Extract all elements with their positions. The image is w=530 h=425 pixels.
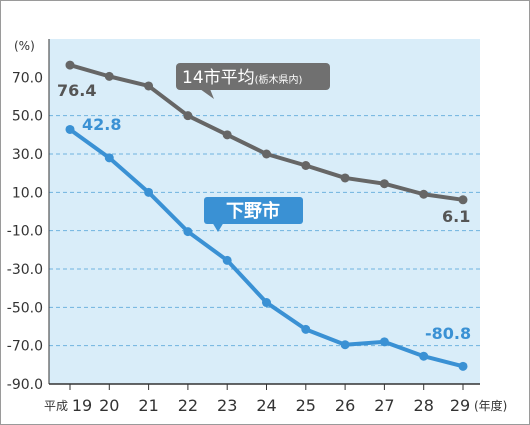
x-tick-label: 28 <box>414 396 434 415</box>
series-2-point <box>104 153 114 163</box>
series-1-point <box>340 173 350 183</box>
y-tick-label: 50.0 <box>12 109 43 125</box>
y-tick-label: -50.0 <box>7 300 43 316</box>
x-tick-label: 23 <box>217 396 237 415</box>
y-unit-label: (%) <box>14 39 35 53</box>
series-1-name-main: 14市平均 <box>182 68 255 88</box>
series-1-point <box>458 195 468 205</box>
series-1-point <box>104 71 114 81</box>
x-tick-label: 27 <box>374 396 394 415</box>
x-tick-label: 24 <box>256 396 276 415</box>
callout-box <box>204 197 303 224</box>
series-2-point <box>419 351 429 361</box>
series-group <box>65 60 468 371</box>
series-2-point <box>65 124 75 134</box>
y-tick-label: -30.0 <box>7 262 43 278</box>
grid-lines <box>49 115 480 347</box>
y-tick-label: -10.0 <box>7 224 43 240</box>
x-tick-label: 19 <box>72 396 92 415</box>
x-tick-label: 20 <box>99 396 119 415</box>
series-2-end-label: -80.8 <box>425 324 471 343</box>
series-2-point <box>262 298 271 308</box>
series-2-point <box>301 324 311 334</box>
series-1-point <box>379 179 389 189</box>
x-unit-label: (年度) <box>474 398 507 413</box>
series-2-point <box>458 361 468 371</box>
series-1-name-sub: (栃木県内) <box>255 73 303 86</box>
series-1-point <box>419 189 429 199</box>
series-2-name: 下野市 <box>226 200 280 222</box>
series-1-start-label: 76.4 <box>57 81 96 100</box>
x-tick-labels: 19 20 21 22 23 24 25 26 27 28 29 <box>69 384 470 415</box>
callout-pointer <box>212 222 224 232</box>
y-tick-label: 70.0 <box>12 70 43 86</box>
y-tick-label: -70.0 <box>7 339 43 355</box>
series-2-point <box>183 227 193 237</box>
series-1-point <box>222 130 232 140</box>
series-2-point <box>379 337 389 347</box>
callout-series-1: 14市平均(栃木県内) <box>176 63 330 99</box>
y-tick-label: 30.0 <box>12 147 43 163</box>
y-tick-label: 10.0 <box>12 185 43 201</box>
series-1-name: 14市平均(栃木県内) <box>182 68 303 88</box>
x-tick-label: 25 <box>296 396 316 415</box>
series-1-point <box>183 111 193 121</box>
callout-pointer <box>200 89 214 99</box>
series-2-point <box>222 255 232 265</box>
x-tick-label: 22 <box>178 396 198 415</box>
callout-series-2: 下野市 <box>204 197 303 232</box>
y-tick-labels: 70.0 50.0 30.0 10.0 -10.0 -30.0 -50.0 -70.0 -90.… <box>7 70 43 393</box>
series-1-end-label: 6.1 <box>442 207 470 226</box>
series-1-point <box>301 161 311 170</box>
x-tick-label: 21 <box>138 396 158 415</box>
x-tick-label: 26 <box>335 396 355 415</box>
series-2-point <box>340 340 350 350</box>
series-2-start-label: 42.8 <box>82 115 121 134</box>
series-1-point <box>262 149 271 159</box>
series-2-point <box>144 187 154 197</box>
y-tick-label: -90.0 <box>7 377 43 393</box>
series-1-point <box>144 81 154 91</box>
x-tick-label: 29 <box>450 396 470 415</box>
x-prefix-label: 平成 <box>44 399 68 413</box>
series-1-point <box>65 60 75 70</box>
callout-box <box>176 63 330 90</box>
